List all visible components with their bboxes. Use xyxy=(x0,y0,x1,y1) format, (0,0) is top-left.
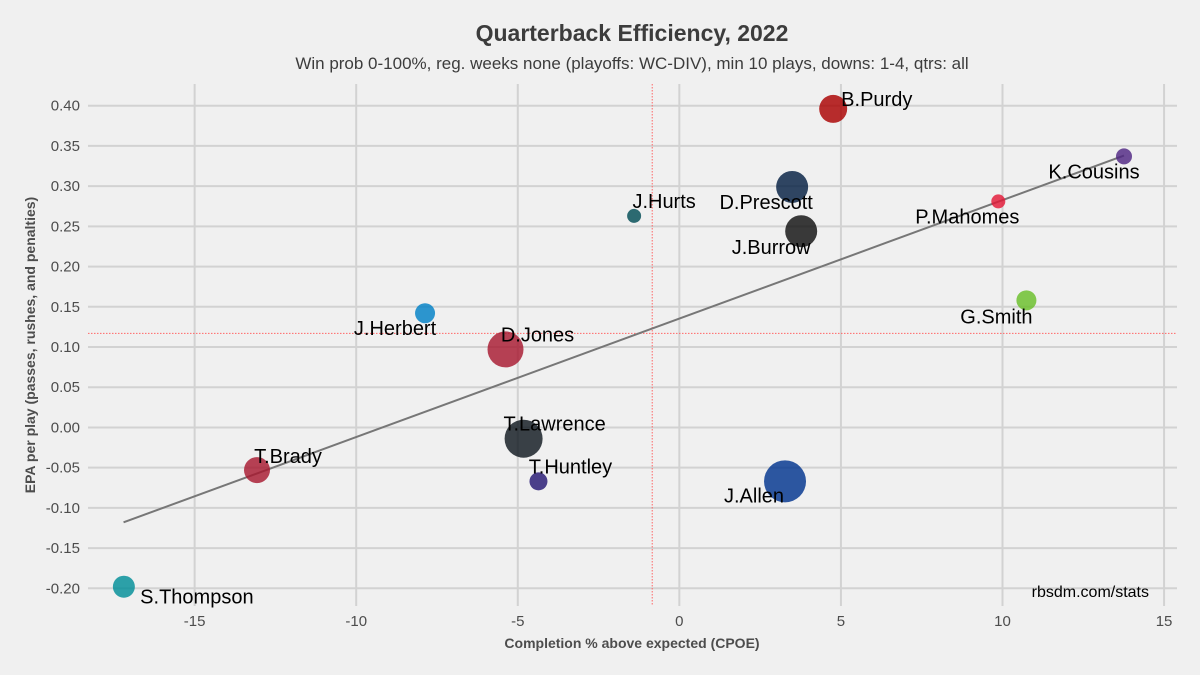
point-label: K.Cousins xyxy=(1048,161,1139,183)
x-tick-label: -5 xyxy=(511,613,524,630)
y-tick-label: -0.05 xyxy=(46,460,80,477)
trend-line xyxy=(123,154,1125,524)
data-points xyxy=(112,94,1133,598)
source-caption: rbsdm.com/stats xyxy=(1032,584,1149,601)
point-label: S.Thompson xyxy=(140,587,253,609)
point-label: P.Mahomes xyxy=(915,206,1019,228)
y-tick-label: 0.05 xyxy=(51,379,80,396)
point-label: D.Prescott xyxy=(719,192,813,214)
reference-lines xyxy=(88,84,1177,606)
y-axis-label: EPA per play (passes, rushes, and penalt… xyxy=(22,197,38,493)
data-point xyxy=(112,575,135,598)
y-tick-label: 0.40 xyxy=(51,98,80,115)
y-tick-label: 0.20 xyxy=(51,259,80,276)
data-point xyxy=(529,472,548,491)
x-tick-label: -15 xyxy=(184,613,206,630)
gridlines xyxy=(88,84,1177,606)
point-label: J.Allen xyxy=(724,485,784,507)
data-point xyxy=(785,215,818,248)
point-label: T.Huntley xyxy=(529,456,612,478)
data-point xyxy=(819,94,848,123)
data-point xyxy=(1016,290,1037,311)
point-label: B.Purdy xyxy=(841,89,912,111)
point-label: T.Lawrence xyxy=(503,414,605,436)
point-label: D.Jones xyxy=(501,324,574,346)
x-tick-label: 5 xyxy=(837,613,845,630)
point-label: J.Hurts xyxy=(632,191,695,213)
data-point xyxy=(776,170,809,203)
data-point xyxy=(991,194,1006,209)
data-point xyxy=(627,208,642,223)
y-tick-label: 0.25 xyxy=(51,218,80,235)
y-tick-label: 0.00 xyxy=(51,419,80,436)
data-point xyxy=(244,457,271,484)
point-label: J.Burrow xyxy=(732,237,811,259)
y-tick-label: 0.35 xyxy=(51,138,80,155)
y-tick-label: -0.15 xyxy=(46,540,80,557)
chart-subtitle: Win prob 0-100%, reg. weeks none (playof… xyxy=(295,54,968,73)
x-tick-label: 15 xyxy=(1156,613,1173,630)
x-axis-label: Completion % above expected (CPOE) xyxy=(504,635,759,651)
x-tick-label: -10 xyxy=(345,613,367,630)
point-label: G.Smith xyxy=(960,306,1032,328)
point-label: J.Herbert xyxy=(354,318,437,340)
y-tick-label: 0.15 xyxy=(51,299,80,316)
trend-line-group xyxy=(123,154,1125,524)
point-labels: B.Purdy K.Cousins P.Mahomes D.Prescott J.Hur… xyxy=(140,89,1139,609)
y-tick-label: 0.10 xyxy=(51,339,80,356)
data-point xyxy=(764,460,807,503)
tick-labels: 0.40 0.35 0.30 0.25 0.20 0.15 0.10 0.05 0.00 -0.0… xyxy=(46,98,1173,630)
data-point xyxy=(487,331,524,368)
data-point xyxy=(504,419,543,458)
y-tick-label: -0.10 xyxy=(46,500,80,517)
data-point xyxy=(1116,148,1133,165)
x-tick-label: 0 xyxy=(675,613,683,630)
y-tick-label: 0.30 xyxy=(51,178,80,195)
point-label: T.Brady xyxy=(254,446,322,468)
chart-title: Quarterback Efficiency, 2022 xyxy=(476,20,789,46)
data-point xyxy=(415,303,436,324)
y-tick-label: -0.20 xyxy=(46,580,80,597)
x-tick-label: 10 xyxy=(994,613,1011,630)
